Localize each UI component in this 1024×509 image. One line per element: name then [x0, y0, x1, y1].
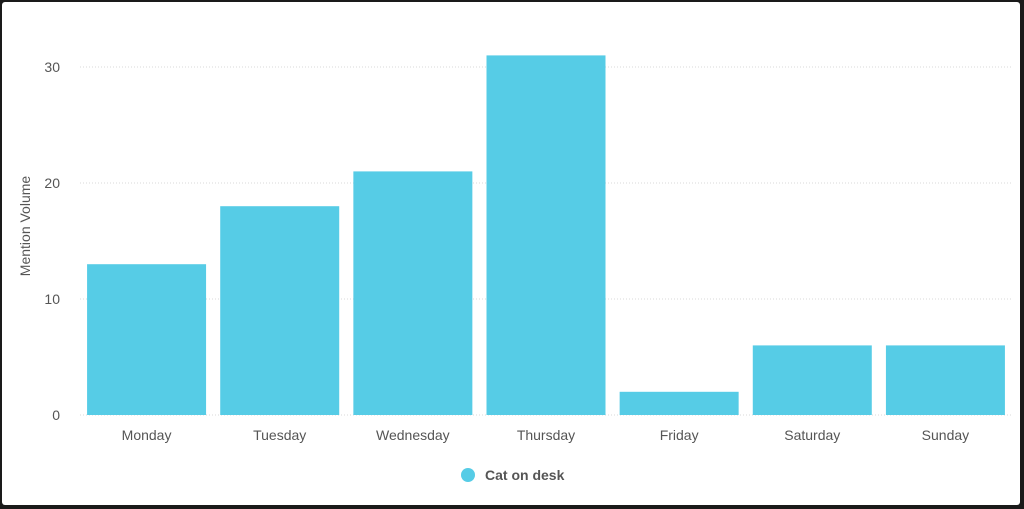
legend[interactable]: Cat on desk	[461, 467, 565, 483]
x-tick-sunday: Sunday	[922, 427, 969, 443]
x-tick-thursday: Thursday	[517, 427, 575, 443]
bar-sunday[interactable]	[885, 345, 1005, 415]
bars	[87, 55, 1005, 416]
y-axis-label: Mention Volume	[17, 176, 33, 277]
bar-monday[interactable]	[87, 264, 207, 415]
x-tick-tuesday: Tuesday	[253, 427, 306, 443]
x-tick-friday: Friday	[660, 427, 699, 443]
legend-label-cat-on-desk: Cat on desk	[485, 467, 565, 483]
bar-thursday[interactable]	[486, 55, 606, 416]
x-tick-wednesday: Wednesday	[376, 427, 450, 443]
x-axis: Monday Tuesday Wednesday Thursday Friday Satu…	[122, 427, 970, 443]
x-tick-saturday: Saturday	[784, 427, 840, 443]
y-tick-0: 0	[52, 407, 60, 423]
bar-tuesday[interactable]	[220, 206, 340, 415]
legend-marker-cat-on-desk	[461, 468, 475, 482]
y-tick-10: 10	[44, 291, 60, 307]
bar-wednesday[interactable]	[353, 171, 473, 415]
y-axis: 0 10 20 30	[44, 59, 60, 423]
bar-saturday[interactable]	[752, 345, 872, 415]
y-tick-30: 30	[44, 59, 60, 75]
x-tick-monday: Monday	[122, 427, 172, 443]
bar-friday[interactable]	[619, 391, 739, 415]
y-tick-20: 20	[44, 175, 60, 191]
